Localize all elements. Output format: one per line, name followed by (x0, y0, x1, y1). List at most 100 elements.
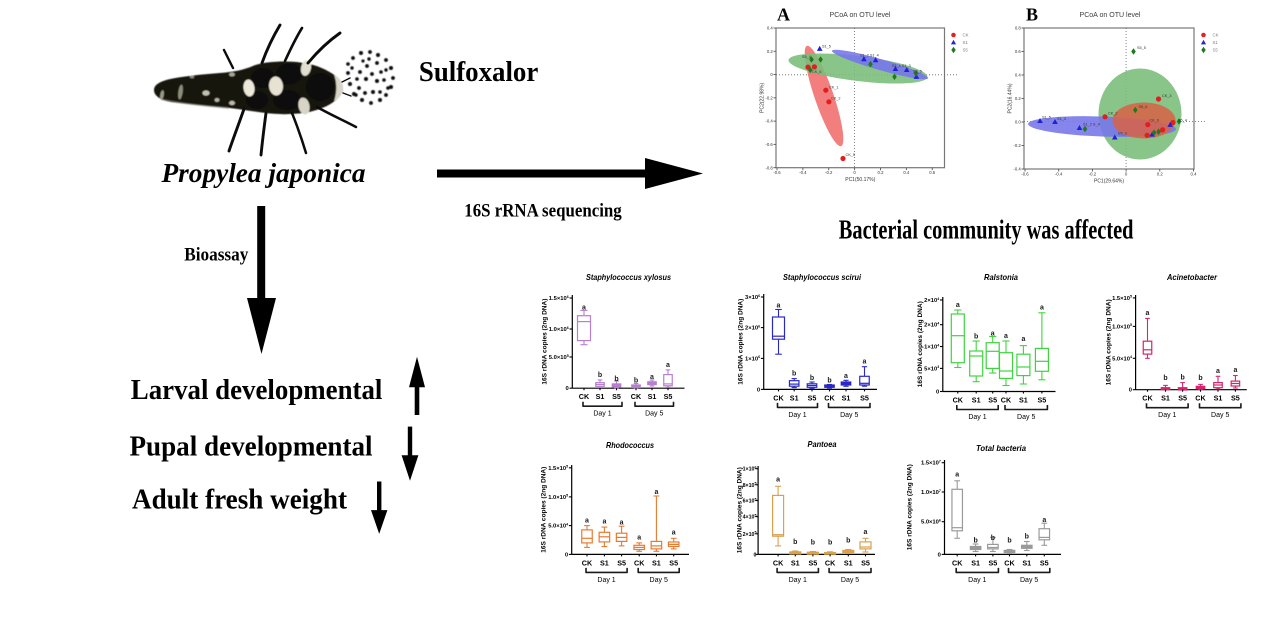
svg-text:Day 5: Day 5 (650, 577, 668, 584)
svg-text:Day 1: Day 1 (597, 577, 615, 584)
svg-text:CK: CK (773, 393, 784, 402)
svg-text:S5: S5 (617, 558, 626, 567)
svg-text:b: b (792, 371, 796, 378)
svg-text:S1_2 S_4: S1_2 S_4 (1083, 123, 1100, 127)
svg-text:0: 0 (565, 552, 568, 558)
svg-text:a: a (666, 362, 670, 369)
svg-text:0: 0 (1129, 388, 1132, 394)
svg-text:CK: CK (963, 33, 969, 38)
svg-text:a: a (672, 530, 676, 537)
svg-text:Acinetobacter: Acinetobacter (1166, 272, 1217, 282)
svg-text:5×103: 5×103 (924, 365, 939, 372)
svg-text:Pantoea: Pantoea (808, 439, 837, 449)
svg-text:S5_4: S5_4 (802, 55, 811, 59)
svg-text:0.4: 0.4 (903, 170, 910, 175)
svg-text:S5_5: S5_5 (1137, 46, 1146, 50)
svg-text:16S rDNA copies (2ng DNA): 16S rDNA copies (2ng DNA) (737, 467, 744, 553)
svg-text:S5: S5 (808, 393, 817, 402)
svg-text:Day 1: Day 1 (788, 412, 806, 419)
svg-text:Day 1: Day 1 (968, 577, 986, 584)
svg-text:b: b (1180, 375, 1184, 382)
svg-text:CK: CK (579, 392, 590, 401)
svg-text:CK_6: CK_6 (1150, 119, 1160, 123)
svg-text:S1: S1 (791, 558, 800, 567)
svg-text:PCoA on OTU level: PCoA on OTU level (830, 10, 891, 19)
svg-text:-0.4: -0.4 (799, 170, 807, 175)
svg-text:Ralstonia: Ralstonia (984, 272, 1018, 282)
svg-text:S5: S5 (669, 558, 678, 567)
svg-text:PC1(50.17%): PC1(50.17%) (845, 177, 875, 183)
svg-text:0.2: 0.2 (767, 49, 774, 54)
svg-text:S1: S1 (1213, 40, 1219, 45)
svg-text:1.5×105: 1.5×105 (548, 465, 568, 472)
svg-text:0.0: 0.0 (1015, 120, 1022, 125)
svg-text:CK: CK (1142, 394, 1153, 403)
svg-text:6×105: 6×105 (743, 497, 757, 504)
svg-text:b: b (973, 538, 977, 545)
svg-text:a: a (1004, 333, 1008, 340)
svg-text:S5: S5 (809, 558, 818, 567)
svg-text:-0.2: -0.2 (825, 170, 833, 175)
svg-text:16S rRNA sequencing: 16S rRNA sequencing (464, 200, 622, 221)
svg-text:a: a (582, 305, 586, 312)
svg-text:CK: CK (773, 558, 784, 567)
svg-text:a: a (654, 489, 658, 496)
svg-text:0: 0 (853, 170, 856, 175)
svg-text:a: a (1216, 368, 1220, 375)
svg-text:Propylea japonica: Propylea japonica (160, 158, 365, 188)
svg-text:S5: S5 (963, 48, 969, 53)
svg-text:S1: S1 (971, 558, 980, 567)
svg-text:CK: CK (1004, 558, 1015, 567)
svg-text:S1_5: S1_5 (822, 45, 831, 49)
svg-text:-0.4: -0.4 (1013, 167, 1021, 172)
svg-text:CK: CK (825, 558, 836, 567)
svg-text:2×106: 2×106 (745, 324, 760, 331)
svg-text:Bioassay: Bioassay (184, 245, 249, 266)
svg-text:S1: S1 (972, 396, 981, 405)
svg-text:S5: S5 (1038, 396, 1047, 405)
svg-text:a: a (844, 373, 848, 380)
svg-text:CK: CK (582, 558, 593, 567)
svg-text:CK: CK (824, 393, 835, 402)
svg-text:a: a (637, 535, 641, 542)
svg-text:A: A (777, 5, 790, 25)
svg-text:0: 0 (757, 387, 760, 393)
svg-text:CK: CK (1001, 396, 1012, 405)
svg-text:S1: S1 (1022, 558, 1031, 567)
svg-text:a: a (991, 331, 995, 338)
svg-text:a: a (602, 519, 606, 526)
svg-text:Bacterial community was affect: Bacterial community was affected (839, 214, 1134, 244)
svg-text:a: a (650, 374, 654, 381)
svg-text:Staphylococcus scirui: Staphylococcus scirui (783, 272, 862, 282)
svg-text:CK_2: CK_2 (831, 97, 841, 101)
svg-text:b: b (811, 540, 815, 547)
svg-text:Day 5: Day 5 (841, 577, 859, 584)
svg-text:S5: S5 (1040, 558, 1049, 567)
svg-text:b: b (974, 334, 978, 341)
svg-text:1×106: 1×106 (745, 355, 760, 362)
svg-text:b: b (1007, 538, 1011, 545)
svg-text:S1: S1 (600, 558, 609, 567)
svg-text:Day 5: Day 5 (645, 411, 663, 418)
svg-text:-0.4: -0.4 (1055, 172, 1063, 177)
svg-text:S1_1 S1_3: S1_1 S1_3 (892, 64, 911, 68)
svg-text:0: 0 (754, 552, 757, 558)
svg-text:S1_2 S1_4: S1_2 S1_4 (860, 54, 879, 58)
svg-text:b: b (634, 378, 638, 385)
svg-text:S5: S5 (612, 392, 621, 401)
svg-text:2×105: 2×105 (743, 531, 757, 538)
svg-text:a: a (1021, 336, 1025, 343)
svg-text:S5: S5 (1231, 394, 1240, 403)
svg-text:b: b (828, 540, 832, 547)
svg-text:CK_5: CK_5 (846, 153, 856, 157)
svg-text:S1_3: S1_3 (1057, 117, 1066, 121)
svg-text:S5: S5 (664, 392, 673, 401)
svg-text:S1: S1 (652, 558, 661, 567)
svg-text:Larval developmental: Larval developmental (131, 374, 383, 406)
svg-text:Day 1: Day 1 (968, 414, 986, 421)
svg-text:b: b (793, 539, 797, 546)
svg-text:0.6: 0.6 (929, 170, 936, 175)
svg-text:CK_6: CK_6 (812, 70, 822, 74)
svg-text:Sulfoxalor: Sulfoxalor (419, 57, 538, 88)
svg-text:Day 1: Day 1 (1158, 412, 1176, 419)
